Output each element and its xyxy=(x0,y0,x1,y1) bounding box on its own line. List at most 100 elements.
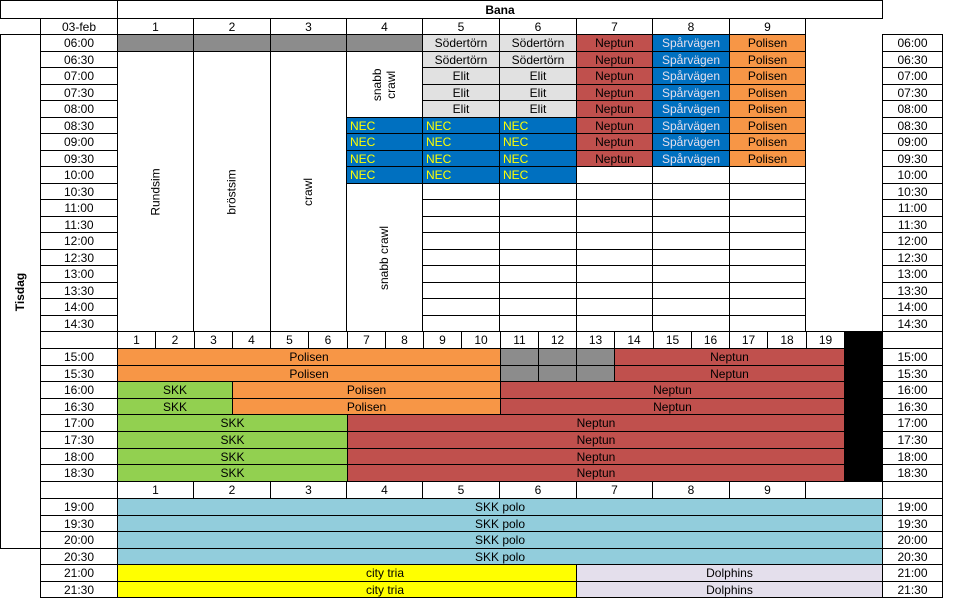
lane-number-lower: 1 xyxy=(117,481,194,499)
slot-empty xyxy=(652,216,730,233)
slot-empty xyxy=(499,315,577,332)
time-label-left: 06:30 xyxy=(40,51,118,68)
slot-empty xyxy=(422,249,500,266)
slot-polisen: Polisen xyxy=(232,381,501,399)
slot-neptun: Neptun xyxy=(614,348,845,366)
lane-number-middle: 18 xyxy=(767,331,807,349)
blocked-cell xyxy=(117,34,194,52)
slot-sparvagen: Spårvägen xyxy=(652,84,730,101)
time-label-right: 21:00 xyxy=(882,564,943,582)
blank-cell xyxy=(882,331,943,349)
time-label-right: 15:30 xyxy=(882,365,943,382)
blocked-cell xyxy=(500,348,539,366)
lane-number-middle: 17 xyxy=(729,331,768,349)
time-label-right: 18:30 xyxy=(882,464,943,482)
blocked-cell xyxy=(270,34,347,52)
slot-polisen: Polisen xyxy=(729,150,806,167)
slot-nec: NEC xyxy=(346,150,423,167)
slot-empty xyxy=(729,166,806,184)
time-label-right: 08:30 xyxy=(882,117,943,134)
day-label-label: Tisdag xyxy=(13,272,28,311)
slot-city-tria: city tria xyxy=(117,581,653,598)
slot-empty xyxy=(729,265,806,283)
slot-sparvagen: Spårvägen xyxy=(652,51,730,68)
time-label-right: 10:30 xyxy=(882,183,943,200)
slot-empty xyxy=(729,298,806,316)
slot-neptun: Neptun xyxy=(500,381,845,399)
slot-dolphins: Dolphins xyxy=(576,581,883,598)
slot-neptun: Neptun xyxy=(576,51,653,68)
slot-sparvagen: Spårvägen xyxy=(652,150,730,167)
date-label: 03-feb xyxy=(40,18,118,35)
lane-number-middle: 15 xyxy=(653,331,692,349)
time-label-right: 11:30 xyxy=(882,216,943,233)
slot-sparvagen: Spårvägen xyxy=(652,67,730,85)
slot-elit: Elit xyxy=(499,67,577,85)
lane-number-lower: 5 xyxy=(422,481,500,499)
lane-number-upper: 9 xyxy=(729,18,806,35)
time-label-left: 14:30 xyxy=(40,315,118,332)
lane-number-middle: 8 xyxy=(385,331,424,349)
lane-number-middle: 14 xyxy=(614,331,654,349)
corner-blank xyxy=(0,0,118,19)
slot-polisen: Polisen xyxy=(117,365,501,382)
blocked-cell xyxy=(500,365,539,382)
blocked-area xyxy=(844,331,883,482)
lane-number-lower: 9 xyxy=(729,481,806,499)
slot-empty xyxy=(576,216,653,233)
time-label-left: 18:30 xyxy=(40,464,118,482)
lane-number-middle: 11 xyxy=(500,331,539,349)
lane-number-lower: 2 xyxy=(193,481,271,499)
slot-neptun: Neptun xyxy=(576,117,653,134)
slot-empty xyxy=(499,249,577,266)
slot-neptun: Neptun xyxy=(576,84,653,101)
slot-skk: SKK xyxy=(117,448,348,465)
slot-empty xyxy=(729,249,806,266)
blank-cell xyxy=(882,481,943,499)
slot-empty xyxy=(576,298,653,316)
slot-empty xyxy=(729,315,806,332)
blocked-cell xyxy=(193,34,271,52)
slot-empty xyxy=(652,166,730,184)
slot-empty xyxy=(576,315,653,332)
lane-number-upper: 3 xyxy=(270,18,347,35)
slot-sodertorn: Södertörn xyxy=(422,51,500,68)
time-label-left: 11:00 xyxy=(40,199,118,217)
time-label-left: 11:30 xyxy=(40,216,118,233)
lane-number-upper: 5 xyxy=(422,18,500,35)
time-label-left: 15:00 xyxy=(40,348,118,366)
time-label-right: 06:00 xyxy=(882,34,943,52)
slot-empty xyxy=(576,249,653,266)
slot-neptun: Neptun xyxy=(347,464,845,482)
slot-empty xyxy=(729,199,806,217)
slot-neptun: Neptun xyxy=(347,414,845,432)
slot-elit: Elit xyxy=(499,84,577,101)
slot-polisen: Polisen xyxy=(729,51,806,68)
time-label-left: 19:00 xyxy=(40,498,118,516)
time-label-right: 17:00 xyxy=(882,414,943,432)
time-label-right: 15:00 xyxy=(882,348,943,366)
slot-empty xyxy=(652,282,730,299)
slot-neptun: Neptun xyxy=(347,431,845,449)
slot-polisen: Polisen xyxy=(729,84,806,101)
slot-polisen: Polisen xyxy=(729,133,806,151)
lane-snabb-crawl: snabb crawl xyxy=(346,183,423,332)
slot-empty xyxy=(422,298,500,316)
time-label-left: 21:30 xyxy=(40,581,118,598)
slot-neptun: Neptun xyxy=(576,150,653,167)
blocked-cell xyxy=(538,365,577,382)
slot-empty xyxy=(652,315,730,332)
lane-number-lower: 6 xyxy=(499,481,577,499)
time-label-right: 11:00 xyxy=(882,199,943,217)
time-label-right: 12:00 xyxy=(882,232,943,250)
slot-polisen: Polisen xyxy=(117,348,501,366)
time-label-left: 12:30 xyxy=(40,249,118,266)
slot-neptun: Neptun xyxy=(614,365,845,382)
slot-empty xyxy=(729,282,806,299)
time-label-right: 21:30 xyxy=(882,581,943,598)
time-label-right: 07:30 xyxy=(882,84,943,101)
lane-number-middle: 1 xyxy=(117,331,156,349)
slot-empty xyxy=(652,298,730,316)
slot-nec: NEC xyxy=(346,133,423,151)
time-label-right: 09:00 xyxy=(882,133,943,151)
